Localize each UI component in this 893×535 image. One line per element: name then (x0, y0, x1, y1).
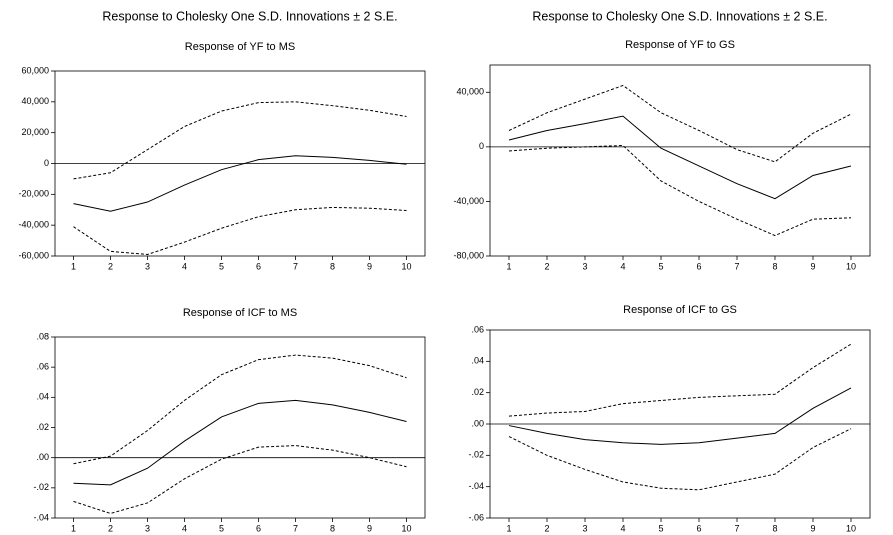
x-tick-label: 9 (810, 523, 815, 533)
x-tick-label: 8 (772, 261, 777, 271)
y-tick-label: .06 (471, 324, 484, 334)
x-tick-label: 5 (658, 261, 663, 271)
x-tick-label: 7 (734, 261, 739, 271)
response-line (508, 428, 852, 491)
chart-title: Response of YF to MS (185, 41, 295, 53)
response-line (508, 144, 852, 237)
x-tick-label: 2 (108, 261, 113, 271)
chart-title: Response of ICF to GS (623, 304, 737, 316)
x-tick-label: 10 (846, 261, 856, 271)
y-tick-label: 40,000 (456, 87, 484, 97)
x-tick-label: 8 (330, 523, 335, 533)
x-tick-label: 10 (846, 523, 856, 533)
y-tick-label: .04 (36, 392, 49, 402)
x-tick-label: 2 (544, 523, 549, 533)
y-tick-label: 0 (479, 141, 484, 151)
y-tick-label: .08 (36, 331, 49, 341)
x-tick-label: 5 (219, 261, 224, 271)
response-line (73, 354, 407, 465)
x-tick-label: 6 (256, 261, 261, 271)
x-tick-label: 9 (810, 261, 815, 271)
x-tick-label: 10 (401, 261, 411, 271)
x-tick-label: 4 (620, 261, 625, 271)
y-tick-label: .06 (36, 362, 49, 372)
x-tick-label: 6 (696, 261, 701, 271)
x-tick-label: 2 (108, 523, 113, 533)
y-tick-label: -.04 (468, 481, 484, 491)
x-tick-label: 10 (401, 523, 411, 533)
x-tick-label: 3 (145, 261, 150, 271)
response-line (508, 84, 852, 163)
y-tick-label: 40,000 (21, 96, 49, 106)
x-tick-label: 5 (658, 523, 663, 533)
y-tick-label: .00 (36, 452, 49, 462)
response-line (508, 387, 852, 445)
x-tick-label: 5 (219, 523, 224, 533)
x-tick-label: 8 (772, 523, 777, 533)
response-line (73, 101, 407, 180)
x-tick-label: 2 (544, 261, 549, 271)
x-tick-label: 8 (330, 261, 335, 271)
y-tick-label: -20,000 (18, 189, 49, 199)
x-tick-label: 9 (367, 523, 372, 533)
x-tick-label: 4 (620, 523, 625, 533)
y-tick-label: -.04 (33, 512, 49, 522)
chart-title: Response of YF to GS (625, 39, 735, 51)
chart-title: Response of ICF to MS (183, 307, 297, 319)
suptitle: Response to Cholesky One S.D. Innovation… (532, 9, 827, 23)
response-line (508, 115, 852, 200)
y-tick-label: -40,000 (453, 196, 484, 206)
y-tick-label: 20,000 (21, 127, 49, 137)
suptitle: Response to Cholesky One S.D. Innovation… (102, 9, 397, 23)
response-line (73, 399, 407, 486)
y-tick-label: .02 (36, 422, 49, 432)
x-tick-label: 9 (367, 261, 372, 271)
y-tick-label: 60,000 (21, 65, 49, 75)
x-tick-label: 6 (256, 523, 261, 533)
x-tick-label: 7 (293, 523, 298, 533)
x-tick-label: 1 (506, 261, 511, 271)
x-tick-label: 4 (182, 523, 187, 533)
y-tick-label: -.02 (468, 450, 484, 460)
plot-frame (54, 336, 426, 519)
x-tick-label: 7 (734, 523, 739, 533)
response-line (508, 343, 852, 417)
y-tick-label: -.06 (468, 512, 484, 522)
response-line (73, 155, 407, 212)
response-line (73, 445, 407, 515)
y-tick-label: -40,000 (18, 220, 49, 230)
x-tick-label: 3 (145, 523, 150, 533)
y-tick-label: .00 (471, 418, 484, 428)
x-tick-label: 1 (71, 523, 76, 533)
x-tick-label: 4 (182, 261, 187, 271)
y-tick-label: -60,000 (18, 250, 49, 260)
x-tick-label: 6 (696, 523, 701, 533)
x-tick-label: 3 (582, 523, 587, 533)
response-line (73, 206, 407, 255)
x-tick-label: 7 (293, 261, 298, 271)
y-tick-label: -80,000 (453, 250, 484, 260)
x-tick-label: 1 (71, 261, 76, 271)
y-tick-label: .02 (471, 387, 484, 397)
y-tick-label: .04 (471, 356, 484, 366)
y-tick-label: -.02 (33, 482, 49, 492)
x-tick-label: 3 (582, 261, 587, 271)
x-tick-label: 1 (506, 523, 511, 533)
plot-frame (489, 64, 871, 257)
y-tick-label: 0 (44, 158, 49, 168)
